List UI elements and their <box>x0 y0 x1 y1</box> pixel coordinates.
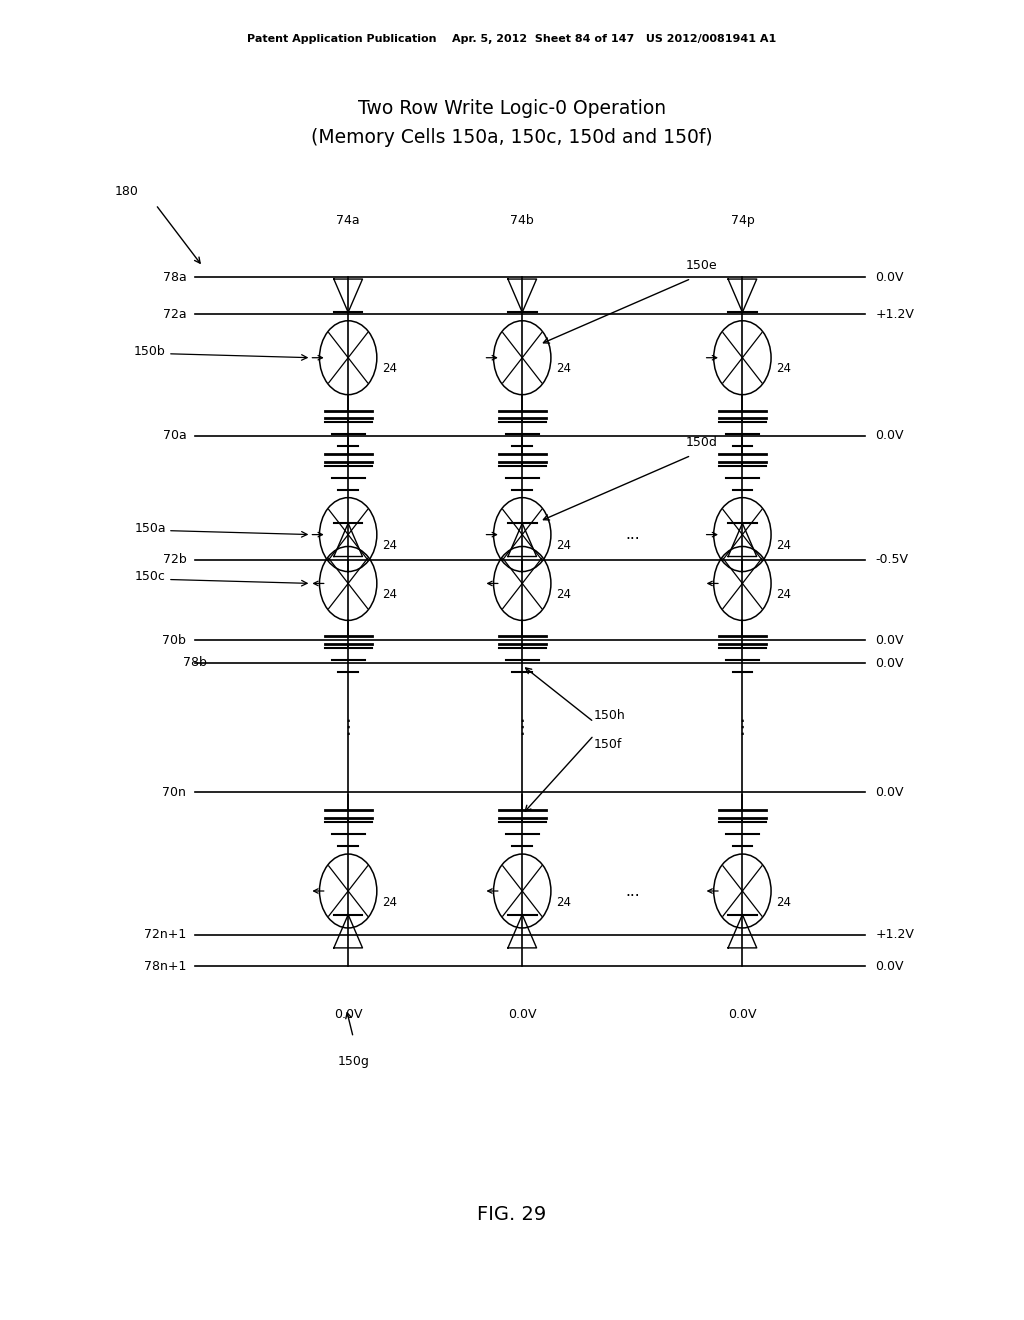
Text: 24: 24 <box>776 539 792 552</box>
Text: ⋮: ⋮ <box>732 718 753 737</box>
Text: 24: 24 <box>382 539 397 552</box>
Text: 24: 24 <box>556 895 571 908</box>
Text: -0.5V: -0.5V <box>876 553 908 566</box>
Text: 0.0V: 0.0V <box>728 1008 757 1022</box>
Text: 70a: 70a <box>163 429 186 442</box>
Text: 24: 24 <box>556 362 571 375</box>
Text: 74a: 74a <box>336 214 360 227</box>
Text: (Memory Cells 150a, 150c, 150d and 150f): (Memory Cells 150a, 150c, 150d and 150f) <box>311 128 713 147</box>
Text: 78a: 78a <box>163 271 186 284</box>
Text: 0.0V: 0.0V <box>876 271 904 284</box>
Text: +1.2V: +1.2V <box>876 928 914 941</box>
Text: ...: ... <box>625 527 640 543</box>
Text: 24: 24 <box>382 362 397 375</box>
Text: 0.0V: 0.0V <box>876 429 904 442</box>
Text: 78n+1: 78n+1 <box>144 960 186 973</box>
Text: 70n: 70n <box>163 785 186 799</box>
Text: 150e: 150e <box>686 259 718 272</box>
Text: 150d: 150d <box>686 436 718 449</box>
Text: 72b: 72b <box>163 553 186 566</box>
Text: FIG. 29: FIG. 29 <box>477 1205 547 1224</box>
Text: 150h: 150h <box>594 709 626 722</box>
Text: 150b: 150b <box>134 345 166 358</box>
Text: 0.0V: 0.0V <box>876 785 904 799</box>
Text: 72n+1: 72n+1 <box>144 928 186 941</box>
Text: 74p: 74p <box>730 214 755 227</box>
Text: 0.0V: 0.0V <box>876 634 904 647</box>
Text: 150g: 150g <box>337 1055 370 1068</box>
Text: 24: 24 <box>382 587 397 601</box>
Text: ...: ... <box>625 883 640 899</box>
Text: 24: 24 <box>776 362 792 375</box>
Text: 0.0V: 0.0V <box>876 960 904 973</box>
Text: 24: 24 <box>556 539 571 552</box>
Text: 150f: 150f <box>594 738 623 751</box>
Text: ⋮: ⋮ <box>512 718 532 737</box>
Text: Two Row Write Logic-0 Operation: Two Row Write Logic-0 Operation <box>358 99 666 117</box>
Text: +1.2V: +1.2V <box>876 308 914 321</box>
Text: 0.0V: 0.0V <box>508 1008 537 1022</box>
Text: 180: 180 <box>115 185 138 198</box>
Text: 72a: 72a <box>163 308 186 321</box>
Text: Patent Application Publication    Apr. 5, 2012  Sheet 84 of 147   US 2012/008194: Patent Application Publication Apr. 5, 2… <box>248 34 776 45</box>
Text: 0.0V: 0.0V <box>334 1008 362 1022</box>
Text: 74b: 74b <box>510 214 535 227</box>
Text: 24: 24 <box>382 895 397 908</box>
Text: 78b: 78b <box>183 656 207 669</box>
Text: 24: 24 <box>776 587 792 601</box>
Text: 24: 24 <box>776 895 792 908</box>
Text: 70b: 70b <box>163 634 186 647</box>
Text: 150a: 150a <box>134 521 166 535</box>
Text: 150c: 150c <box>135 570 166 583</box>
Text: ⋮: ⋮ <box>338 718 358 737</box>
Text: 24: 24 <box>556 587 571 601</box>
Text: 0.0V: 0.0V <box>876 657 904 671</box>
